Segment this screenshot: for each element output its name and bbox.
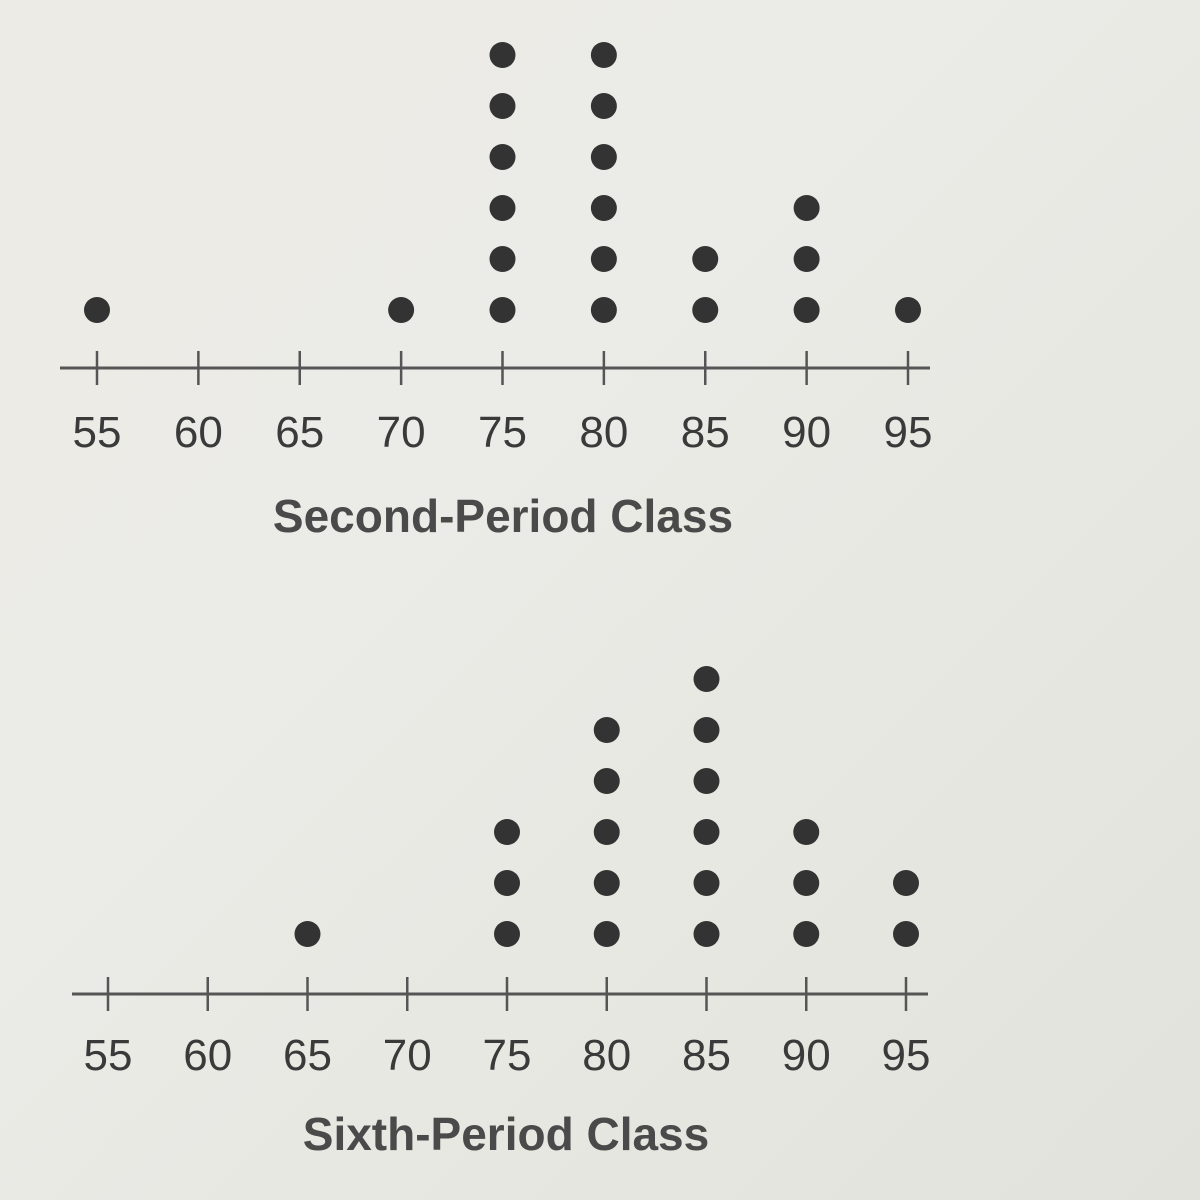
data-dot	[593, 717, 620, 743]
data-dot	[895, 297, 921, 323]
dot-plot-second-period: 55 60 65 70 75 80 85 90 95 Second-Period Class	[60, 42, 933, 542]
tick-label: 90	[782, 1031, 831, 1080]
data-dot	[590, 297, 617, 323]
dots	[294, 666, 919, 947]
tick-label: 65	[283, 1031, 332, 1080]
tick-label: 55	[84, 1031, 133, 1080]
data-dot	[793, 246, 820, 272]
axis-title: Sixth-Period Class	[303, 1108, 709, 1160]
tick-label: 90	[782, 408, 831, 457]
data-dot	[489, 42, 516, 68]
data-dot	[494, 870, 520, 896]
data-dot	[489, 195, 516, 221]
data-dot	[489, 144, 516, 170]
tick-label: 55	[73, 408, 122, 457]
dot-plot-sixth-period: 55 60 65 70 75 80 85 90 95 Sixth-Period Class	[72, 666, 931, 1160]
dots	[84, 42, 921, 323]
tick-label: 85	[681, 408, 730, 457]
tick-label: 95	[884, 408, 933, 457]
data-dot	[692, 246, 719, 272]
data-dot	[593, 768, 620, 794]
data-dot	[893, 921, 919, 947]
data-dot	[590, 195, 617, 221]
data-dot	[489, 297, 516, 323]
tick-label: 60	[183, 1031, 232, 1080]
tick-label: 80	[582, 1031, 631, 1080]
data-dot	[693, 870, 720, 896]
data-dot	[793, 921, 820, 947]
data-dot	[693, 768, 720, 794]
data-dot	[494, 819, 520, 845]
data-dot	[489, 246, 516, 272]
data-dot	[793, 870, 820, 896]
tick-label: 60	[174, 408, 223, 457]
data-dot	[692, 297, 719, 323]
data-dot	[494, 921, 520, 947]
tick-label: 75	[483, 1031, 532, 1080]
tick-labels: 55 60 65 70 75 80 85 90 95	[84, 977, 931, 1080]
data-dot	[693, 717, 720, 743]
data-dot	[793, 195, 820, 221]
tick-label: 65	[275, 408, 324, 457]
data-dot	[593, 819, 620, 845]
tick-label: 80	[579, 408, 628, 457]
data-dot	[793, 297, 820, 323]
data-dot	[590, 93, 617, 119]
tick-labels: 55 60 65 70 75 80 85 90 95	[73, 351, 933, 457]
tick-label: 70	[377, 408, 426, 457]
data-dot	[590, 246, 617, 272]
data-dot	[893, 870, 919, 896]
tick-label: 75	[478, 408, 527, 457]
axis-title: Second-Period Class	[273, 490, 733, 542]
data-dot	[593, 921, 620, 947]
data-dot	[590, 42, 617, 68]
data-dot	[590, 144, 617, 170]
tick-label: 70	[383, 1031, 432, 1080]
tick-label: 85	[682, 1031, 731, 1080]
data-dot	[593, 870, 620, 896]
data-dot	[84, 297, 110, 323]
data-dot	[693, 921, 720, 947]
tick-label: 95	[882, 1031, 931, 1080]
data-dot	[388, 297, 415, 323]
data-dot	[294, 921, 321, 947]
data-dot	[489, 93, 516, 119]
data-dot	[793, 819, 820, 845]
data-dot	[693, 819, 720, 845]
data-dot	[693, 666, 720, 692]
